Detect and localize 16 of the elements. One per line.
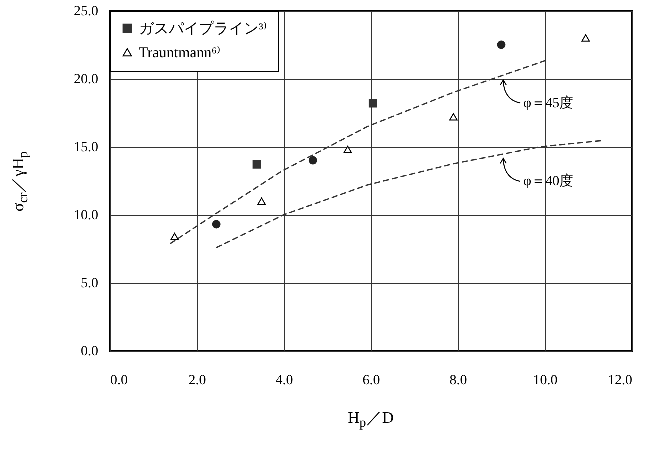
x-tick-label: 6.0: [362, 374, 380, 388]
x-tick-label: 0.0: [110, 374, 128, 388]
x-tick-label: 12.0: [608, 374, 632, 388]
x-axis-title: H$_{p}$／D: [347, 409, 395, 432]
y-tick-label: 20.0: [74, 72, 98, 88]
y-tick-label: 15.0: [74, 140, 98, 156]
y-tick-label: 5.0: [81, 276, 98, 292]
x-tick-label: 8.0: [450, 374, 468, 388]
x-tick-label: 10.0: [533, 374, 558, 388]
legend-label: ガスパイプライン³⁾: [139, 20, 268, 38]
legend-label: Trauntmann⁶⁾: [139, 46, 221, 62]
y-tick-label: 25.0: [74, 4, 98, 20]
y-tick-label: 0.0: [81, 344, 98, 360]
y-tick-label: 10.0: [74, 208, 98, 224]
x-tick-label: 4.0: [276, 374, 294, 388]
x-tick-label: 2.0: [188, 374, 206, 388]
